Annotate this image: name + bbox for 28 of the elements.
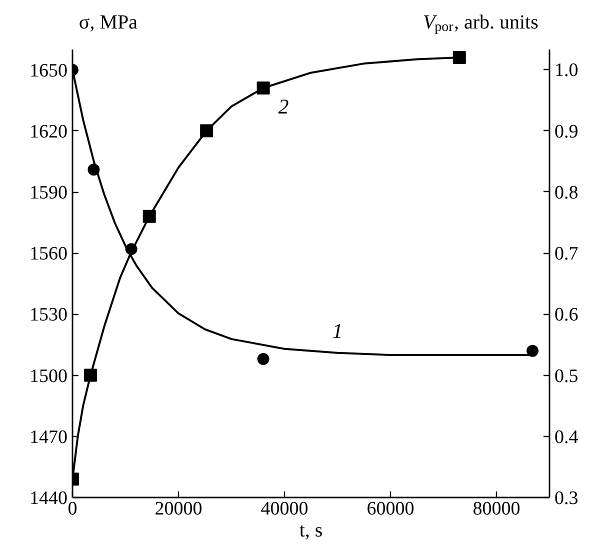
x-tick-label: 80000 xyxy=(472,498,520,520)
y2-tick-label: 0.9 xyxy=(554,121,578,142)
y2-tick-label: 0.5 xyxy=(554,366,578,387)
x-tick-label: 60000 xyxy=(366,498,414,520)
point xyxy=(257,353,270,366)
y2-tick-label: 0.4 xyxy=(554,426,579,448)
y-axis-title: σ, MPa xyxy=(78,12,138,34)
y2-tick-label: 0.7 xyxy=(554,244,578,265)
x-tick-label: 0 xyxy=(68,498,78,520)
y-tick-label: 1530 xyxy=(30,304,68,326)
point xyxy=(452,50,466,64)
x-axis-title: t, s xyxy=(299,520,323,542)
x-tick-label: 40000 xyxy=(260,498,308,520)
series-label: 2 xyxy=(278,94,290,118)
y-tick-label: 1470 xyxy=(30,426,68,448)
x-tick-label: 20000 xyxy=(154,498,202,520)
y-tick-label: 1560 xyxy=(30,244,68,265)
y-tick-label: 1440 xyxy=(30,488,68,509)
y-tick-label: 1650 xyxy=(30,60,68,82)
y2-tick-label: 0.6 xyxy=(554,304,578,326)
y-tick-label: 1500 xyxy=(30,366,68,387)
series-label: 1 xyxy=(332,318,343,343)
y2-tick-label: 0.8 xyxy=(554,182,578,204)
y2-tick-label: 0.3 xyxy=(554,488,578,509)
point xyxy=(526,344,539,357)
y2-tick-label: 1.0 xyxy=(554,60,578,82)
y-tick-label: 1620 xyxy=(30,121,68,142)
y-tick-label: 1590 xyxy=(30,182,68,204)
